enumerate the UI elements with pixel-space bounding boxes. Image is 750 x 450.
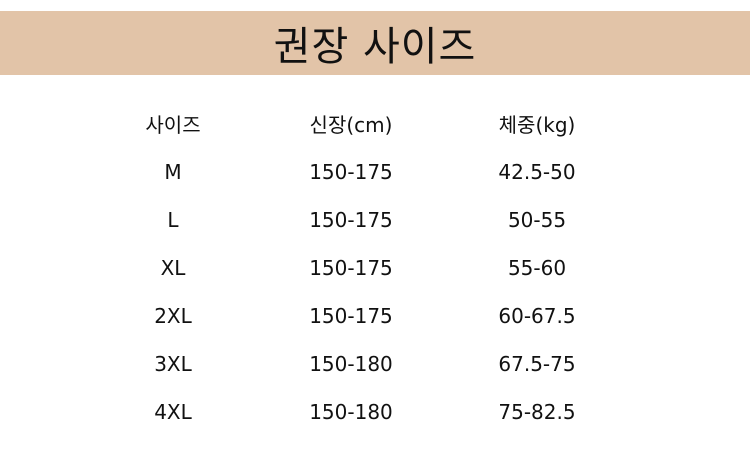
cell-height: 150-175 <box>309 256 393 280</box>
page-title: 권장 사이즈 <box>273 24 477 70</box>
cell-weight: 67.5-75 <box>498 352 576 376</box>
cell-size: XL <box>160 256 186 280</box>
table-row: 4XL 150-180 75-82.5 <box>0 397 750 427</box>
cell-size: 3XL <box>154 352 192 376</box>
cell-weight: 42.5-50 <box>498 160 576 184</box>
cell-weight: 55-60 <box>507 256 567 280</box>
header-height: 신장(cm) <box>309 113 393 137</box>
table-row: 3XL 150-180 67.5-75 <box>0 349 750 379</box>
cell-weight: 50-55 <box>507 208 567 232</box>
cell-size: M <box>164 160 182 184</box>
cell-size: L <box>167 208 179 232</box>
title-banner: 권장 사이즈 <box>0 11 750 75</box>
header-size: 사이즈 <box>145 113 201 137</box>
cell-height: 150-180 <box>309 400 393 424</box>
cell-height: 150-180 <box>309 352 393 376</box>
cell-weight: 60-67.5 <box>498 304 576 328</box>
cell-height: 150-175 <box>309 208 393 232</box>
cell-size: 2XL <box>154 304 192 328</box>
cell-height: 150-175 <box>309 304 393 328</box>
table-row: M 150-175 42.5-50 <box>0 157 750 187</box>
table-row: XL 150-175 55-60 <box>0 253 750 283</box>
table-row: 2XL 150-175 60-67.5 <box>0 301 750 331</box>
table-header: 사이즈 신장(cm) 체중(kg) <box>0 110 750 140</box>
cell-weight: 75-82.5 <box>498 400 576 424</box>
cell-size: 4XL <box>154 400 192 424</box>
cell-height: 150-175 <box>309 160 393 184</box>
header-weight: 체중(kg) <box>498 113 576 137</box>
table-row: L 150-175 50-55 <box>0 205 750 235</box>
